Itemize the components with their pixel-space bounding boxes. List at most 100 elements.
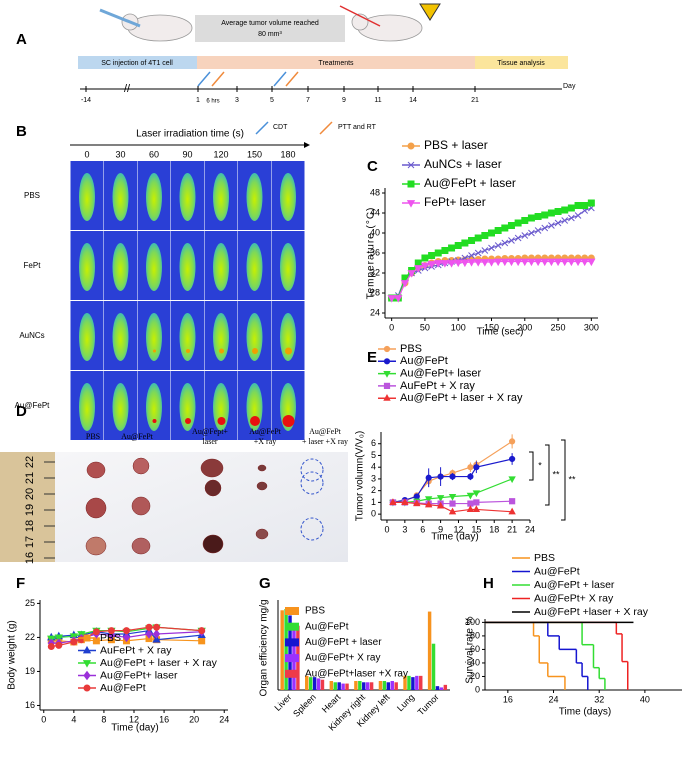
x-tick-label: 18 bbox=[489, 524, 499, 534]
bar bbox=[354, 681, 358, 690]
x-tick-label: 16 bbox=[159, 714, 169, 724]
marker bbox=[152, 635, 161, 643]
legend-label: Au@FePt + laser bbox=[305, 637, 382, 648]
legend-label: Au@FePt bbox=[534, 565, 580, 577]
thermal-mouse bbox=[112, 173, 129, 221]
marker bbox=[394, 295, 403, 303]
marker bbox=[507, 222, 515, 229]
legend-label: Au@FePt bbox=[400, 355, 448, 367]
significance-label: ** bbox=[552, 469, 560, 479]
thermal-mouse bbox=[246, 173, 263, 221]
marker bbox=[500, 258, 509, 267]
marker bbox=[541, 224, 549, 232]
group-label: Au@FePt bbox=[121, 432, 154, 441]
thermal-mouse bbox=[146, 173, 162, 221]
bar bbox=[435, 686, 440, 690]
group-label: Au@FePt bbox=[249, 427, 282, 436]
hot-spot bbox=[282, 415, 295, 427]
marker bbox=[434, 249, 442, 257]
y-tick-label: 0 bbox=[475, 684, 480, 694]
bar bbox=[280, 610, 284, 690]
marker bbox=[547, 209, 555, 217]
bar bbox=[378, 681, 383, 690]
legend-label: PBS bbox=[100, 632, 121, 644]
marker bbox=[473, 499, 480, 506]
marker bbox=[561, 217, 569, 224]
marker bbox=[425, 474, 432, 481]
x-tick-label: 6 bbox=[420, 524, 425, 534]
legend-label: FePt+ laser bbox=[424, 195, 486, 209]
panel-label: G bbox=[259, 575, 271, 592]
marker bbox=[413, 499, 421, 507]
marker bbox=[413, 493, 420, 500]
marker bbox=[407, 270, 416, 278]
marker bbox=[47, 642, 55, 650]
legend-label: AuNCs + laser bbox=[424, 157, 502, 171]
marker bbox=[448, 493, 457, 501]
panel-label: E bbox=[367, 349, 377, 366]
marker bbox=[473, 464, 480, 471]
legend-swatch bbox=[285, 669, 299, 678]
marker bbox=[449, 473, 456, 480]
marker bbox=[440, 260, 450, 268]
y-tick-label: 4 bbox=[371, 462, 376, 472]
x-tick-label: 24 bbox=[525, 524, 535, 534]
marker bbox=[54, 634, 63, 643]
marker bbox=[521, 232, 529, 239]
marker bbox=[581, 202, 589, 209]
marker bbox=[514, 219, 522, 227]
x-tick-label: 24 bbox=[549, 694, 559, 704]
legend-swatch bbox=[285, 607, 299, 615]
y-tick-label: 44 bbox=[370, 207, 380, 217]
marker bbox=[567, 204, 575, 212]
x-tick-label: 40 bbox=[640, 694, 650, 704]
x-axis-label: Time (day) bbox=[431, 532, 478, 543]
marker bbox=[406, 200, 416, 208]
marker bbox=[424, 496, 433, 504]
marker bbox=[472, 490, 481, 498]
legend-label: Au@FePt + laser + X ray bbox=[400, 392, 523, 404]
marker bbox=[554, 208, 562, 215]
marker bbox=[447, 260, 456, 268]
y-axis-label: Organ efficiency mg/g bbox=[259, 599, 270, 696]
y-tick-label: 36 bbox=[370, 247, 380, 257]
marker bbox=[547, 258, 556, 267]
hot-spot bbox=[217, 417, 226, 425]
marker bbox=[434, 260, 443, 268]
ruler-number: 19 bbox=[24, 504, 36, 516]
legend-label: Au@FePt+ X ray bbox=[305, 653, 380, 664]
marker bbox=[528, 229, 535, 237]
row-label: PBS bbox=[24, 191, 40, 200]
x-tick-label: 4 bbox=[71, 714, 76, 724]
marker bbox=[421, 254, 429, 262]
interval-label: 6 hrs bbox=[206, 99, 219, 105]
legend-label: Au@FePt+ X ray bbox=[534, 592, 614, 604]
legend-label: Au@FePt + laser bbox=[424, 176, 516, 190]
marker bbox=[527, 214, 535, 222]
marker bbox=[580, 258, 589, 267]
x-tick-label: 8 bbox=[101, 714, 106, 724]
x-axis-label: Time (day) bbox=[111, 723, 158, 734]
marker bbox=[514, 234, 522, 242]
x-tick-label: 50 bbox=[420, 322, 430, 332]
legend-label: Au@FePt bbox=[100, 682, 146, 694]
thermal-mouse bbox=[79, 173, 95, 221]
marker bbox=[427, 261, 436, 269]
legend-label: AuFePt + X ray bbox=[400, 380, 475, 392]
bar bbox=[386, 682, 391, 690]
treatment-arrows bbox=[197, 71, 333, 135]
marker bbox=[407, 180, 415, 188]
phase-label: Tissue analysis bbox=[497, 60, 545, 67]
time-label: 60 bbox=[149, 149, 159, 159]
marker bbox=[480, 259, 489, 267]
y-tick-label: 1 bbox=[371, 497, 376, 507]
y-tick-label: 80 bbox=[470, 630, 480, 640]
x-tick-label: 0 bbox=[41, 714, 46, 724]
marker bbox=[82, 645, 92, 654]
axis-arrow bbox=[304, 142, 310, 148]
bar bbox=[305, 675, 309, 690]
marker bbox=[574, 202, 582, 209]
time-label: 0 bbox=[84, 149, 89, 159]
axis-label: Laser irradiation time (s) bbox=[136, 129, 244, 140]
bar bbox=[358, 681, 362, 690]
